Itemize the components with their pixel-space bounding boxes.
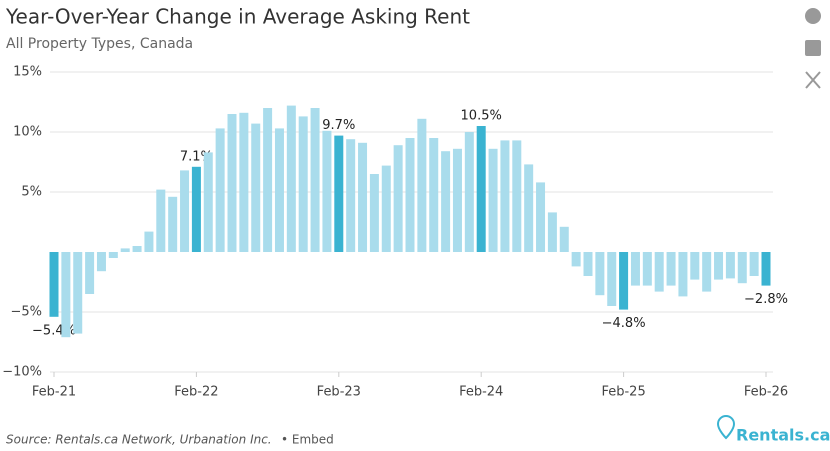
bar	[500, 140, 510, 252]
bar	[405, 138, 415, 252]
embed-link[interactable]: • Embed	[281, 433, 334, 447]
bar	[464, 132, 474, 252]
bar	[144, 231, 154, 252]
bar	[322, 130, 332, 252]
x-tick-label: Feb-22	[174, 385, 218, 400]
y-tick-label: −5%	[10, 305, 42, 320]
bar	[310, 108, 320, 252]
x-tick-label: Feb-25	[601, 385, 645, 400]
facebook-icon[interactable]	[805, 8, 821, 24]
bar	[737, 252, 747, 284]
bar	[654, 252, 664, 292]
share-icons	[805, 8, 821, 89]
bar	[49, 252, 59, 317]
linkedin-icon[interactable]	[805, 40, 821, 56]
bar	[120, 248, 130, 252]
bar	[274, 128, 284, 252]
bar	[96, 252, 106, 272]
bar	[630, 252, 640, 286]
bar	[203, 152, 213, 252]
bar	[191, 166, 201, 252]
bar	[61, 252, 71, 338]
bar	[678, 252, 688, 297]
bar	[547, 212, 557, 252]
brand: Rentals.ca	[736, 426, 830, 445]
bar	[595, 252, 605, 296]
bar	[571, 252, 581, 267]
bar	[298, 116, 308, 253]
bar	[512, 140, 522, 252]
chart-title: Year-Over-Year Change in Average Asking …	[5, 5, 470, 29]
bar	[73, 252, 83, 334]
bar	[452, 148, 462, 252]
bar	[536, 182, 546, 252]
bar	[666, 252, 676, 286]
value-label: 9.7%	[322, 118, 355, 133]
bar	[441, 151, 451, 252]
bar	[85, 252, 95, 294]
bar	[619, 252, 629, 310]
bar	[761, 252, 771, 286]
bar	[642, 252, 652, 286]
bar	[369, 174, 379, 252]
bar	[180, 170, 190, 252]
bar	[334, 135, 344, 252]
value-label: −4.8%	[602, 316, 646, 331]
y-tick-label: −10%	[2, 365, 42, 380]
bar	[286, 105, 296, 252]
bar	[476, 126, 486, 252]
bar	[263, 108, 273, 252]
bar	[559, 226, 569, 252]
bar	[251, 123, 261, 252]
bar	[215, 128, 225, 252]
bar	[725, 252, 735, 279]
bar	[239, 112, 249, 252]
y-tick-label: 10%	[13, 125, 42, 140]
bar	[156, 189, 166, 252]
bar	[607, 252, 617, 306]
y-tick-label: 15%	[13, 65, 42, 80]
bar	[168, 196, 178, 252]
bar	[488, 148, 498, 252]
x-icon[interactable]	[805, 71, 821, 89]
bar	[429, 138, 439, 252]
bar	[702, 252, 712, 292]
bar	[346, 139, 356, 252]
bar	[381, 165, 391, 252]
y-tick-label: 5%	[21, 185, 42, 200]
chart-subtitle: All Property Types, Canada	[6, 36, 193, 52]
x-tick-label: Feb-21	[32, 385, 76, 400]
bar	[583, 252, 593, 276]
bar	[690, 252, 700, 280]
source: Source: Rentals.ca Network, Urbanation I…	[6, 433, 272, 447]
value-label: −2.8%	[744, 292, 788, 307]
bar	[227, 114, 237, 252]
x-tick-label: Feb-24	[459, 385, 503, 400]
x-tick-label: Feb-23	[317, 385, 361, 400]
bar	[714, 252, 724, 280]
bar	[108, 252, 118, 258]
bar	[132, 246, 142, 252]
bar	[417, 118, 427, 252]
x-tick-label: Feb-26	[744, 385, 788, 400]
bar	[749, 252, 759, 276]
brand-icon	[716, 415, 736, 440]
bar	[358, 142, 368, 252]
bar	[393, 145, 403, 252]
value-label: 10.5%	[461, 109, 502, 124]
bar	[524, 164, 534, 252]
